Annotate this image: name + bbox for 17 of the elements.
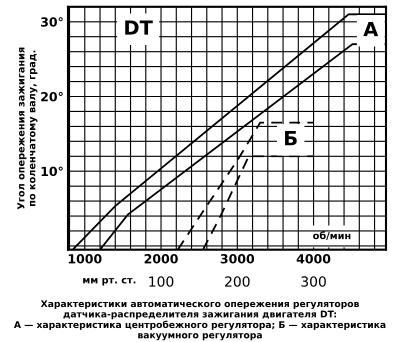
x-tick-label: 1000	[68, 254, 102, 264]
annotation: А	[363, 22, 378, 36]
x-tick-label: 4000	[296, 254, 330, 264]
x2-tick-label: 200	[225, 276, 250, 287]
text: Характеристики автоматического опережения регуляторов датчика-распределителя зажигания двигателя DT: А — характеристика центробежного регулятора; Б — характеристика вакуумного регулятора	[14, 300, 386, 340]
x-tick-label: 2000	[144, 254, 178, 264]
annotation: DT	[125, 20, 153, 35]
annotation: Б	[285, 131, 297, 146]
y-axis-title: Угол опережения зажигания по коленчатому валу, град.	[17, 48, 38, 210]
x2-tick-label: 300	[301, 276, 326, 287]
y-tick-label: 10°	[42, 166, 63, 176]
x-axis-title: об/мин	[313, 231, 350, 240]
x2-tick-label: 100	[149, 276, 174, 287]
y-tick-label: 30°	[41, 17, 63, 27]
x2-axis-title: мм рт. ст.	[83, 278, 136, 286]
x-tick-label: 3000	[220, 254, 254, 264]
y-tick-label: 20°	[41, 92, 63, 102]
